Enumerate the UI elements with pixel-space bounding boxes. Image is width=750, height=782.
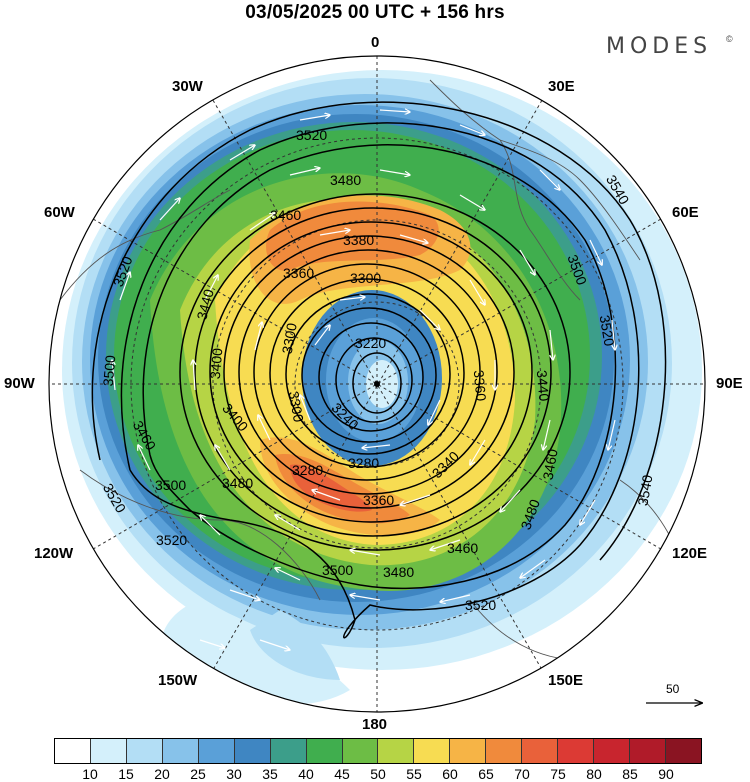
polar-map: 3540 3540 3520 3520 3520 3520 3520 3520 … (48, 55, 706, 713)
colorbar-tick-label: 80 (586, 766, 602, 782)
contour-label: 3500 (100, 354, 119, 387)
contour-label: 3460 (447, 540, 478, 556)
contour-label: 3440 (534, 370, 553, 403)
contour-label: 3280 (348, 455, 379, 471)
contour-label: 3300 (279, 322, 300, 356)
lon-label-60e: 60E (672, 204, 699, 221)
colorbar-ticks: 10 15 20 25 30 35 40 45 50 55 60 65 70 75 80 85 90 (0, 766, 750, 782)
colorbar-tick-label: 60 (442, 766, 458, 782)
colorbar-tick-label: 10 (82, 766, 98, 782)
brand-logo: MODES (606, 34, 713, 59)
height-contours (91, 101, 667, 639)
colorbar-segment (90, 739, 127, 763)
colorbar-segment (342, 739, 379, 763)
north-pole-marker (374, 381, 380, 387)
colorbar-segment (198, 739, 235, 763)
wind-speed-shading (49, 56, 705, 712)
contour-label: 3520 (465, 597, 496, 613)
lon-label-30w: 30W (172, 78, 203, 95)
contour-label: 3300 (286, 390, 307, 424)
colorbar-segment (162, 739, 199, 763)
colorbar-segment (594, 739, 630, 763)
colorbar-segment (126, 739, 163, 763)
colorbar-segment (55, 739, 91, 763)
colorbar-tick-label: 75 (550, 766, 566, 782)
lon-label-150e: 150E (548, 672, 584, 689)
contour-label: 3280 (292, 462, 323, 478)
colorbar-tick-label: 85 (622, 766, 638, 782)
contour-label: 3220 (355, 335, 386, 351)
contour-label: 3360 (363, 492, 394, 508)
contour-label: 3360 (283, 265, 314, 281)
colorbar-tick-label: 55 (406, 766, 422, 782)
colorbar-tick-label: 90 (658, 766, 674, 782)
lon-label-90e: 90E (716, 375, 743, 392)
map-title: 03/05/2025 00 UTC + 156 hrs (245, 2, 505, 23)
contour-label: 3480 (330, 172, 361, 188)
colorbar-segment (558, 739, 595, 763)
lon-label-120e: 120E (672, 545, 708, 562)
colorbar-tick-label: 70 (514, 766, 530, 782)
lon-label-90w: 90W (4, 375, 35, 392)
colorbar-segment (306, 739, 343, 763)
contour-label: 3480 (222, 475, 253, 491)
lon-label-60w: 60W (44, 204, 75, 221)
lon-label-0: 0 (371, 34, 380, 51)
brand-copyright-mark: © (726, 34, 733, 44)
contour-label: 3540 (634, 473, 655, 507)
map-boundary-circle (48, 55, 706, 713)
contour-label: 3460 (270, 207, 301, 223)
colorbar-segment (270, 739, 307, 763)
reference-vector-label: 50 (666, 682, 680, 696)
colorbar-segment (665, 739, 701, 763)
colorbar-segment (378, 739, 415, 763)
contour-label: 3360 (471, 369, 490, 402)
colorbar-segment (486, 739, 523, 763)
colorbar-tick-label: 30 (226, 766, 242, 782)
wind-vectors (112, 110, 615, 650)
colorbar-tick-label: 25 (190, 766, 206, 782)
colorbar-segment (630, 739, 666, 763)
lon-label-150w: 150W (158, 672, 198, 689)
contour-label: 3440 (193, 287, 217, 321)
contour-label: 3460 (540, 448, 561, 482)
contour-label: 3380 (343, 232, 374, 248)
colorbar-tick-label: 15 (118, 766, 134, 782)
colorbar-tick-label: 20 (154, 766, 170, 782)
contour-label: 3500 (155, 477, 186, 493)
contour-label: 3500 (322, 562, 353, 578)
lon-label-120w: 120W (34, 545, 74, 562)
contour-label: 3300 (350, 270, 381, 286)
colorbar-segment (522, 739, 559, 763)
colorbar-tick-label: 65 (478, 766, 494, 782)
lon-label-30e: 30E (548, 78, 575, 95)
colorbar-tick-label: 50 (370, 766, 386, 782)
colorbar-segment (234, 739, 271, 763)
colorbar-tick-label: 35 (262, 766, 278, 782)
contour-label: 3480 (383, 564, 414, 580)
colorbar-tick-label: 40 (298, 766, 314, 782)
colorbar-segment (414, 739, 451, 763)
colorbar (54, 738, 702, 764)
contour-label: 3520 (156, 532, 187, 548)
colorbar-tick-label: 45 (334, 766, 350, 782)
lon-label-180: 180 (362, 716, 388, 733)
contour-label: 3400 (207, 347, 226, 380)
contour-label: 3520 (597, 314, 618, 348)
colorbar-segment (450, 739, 487, 763)
contour-label: 3520 (296, 127, 327, 143)
